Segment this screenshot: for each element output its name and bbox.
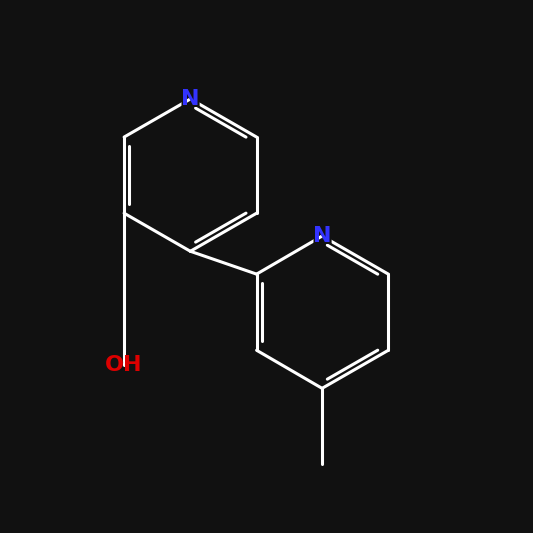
Text: N: N <box>311 222 334 250</box>
Text: N: N <box>181 89 199 109</box>
Text: OH: OH <box>106 356 143 375</box>
Text: OH: OH <box>101 351 148 379</box>
Text: N: N <box>179 85 202 113</box>
Text: N: N <box>313 226 332 246</box>
